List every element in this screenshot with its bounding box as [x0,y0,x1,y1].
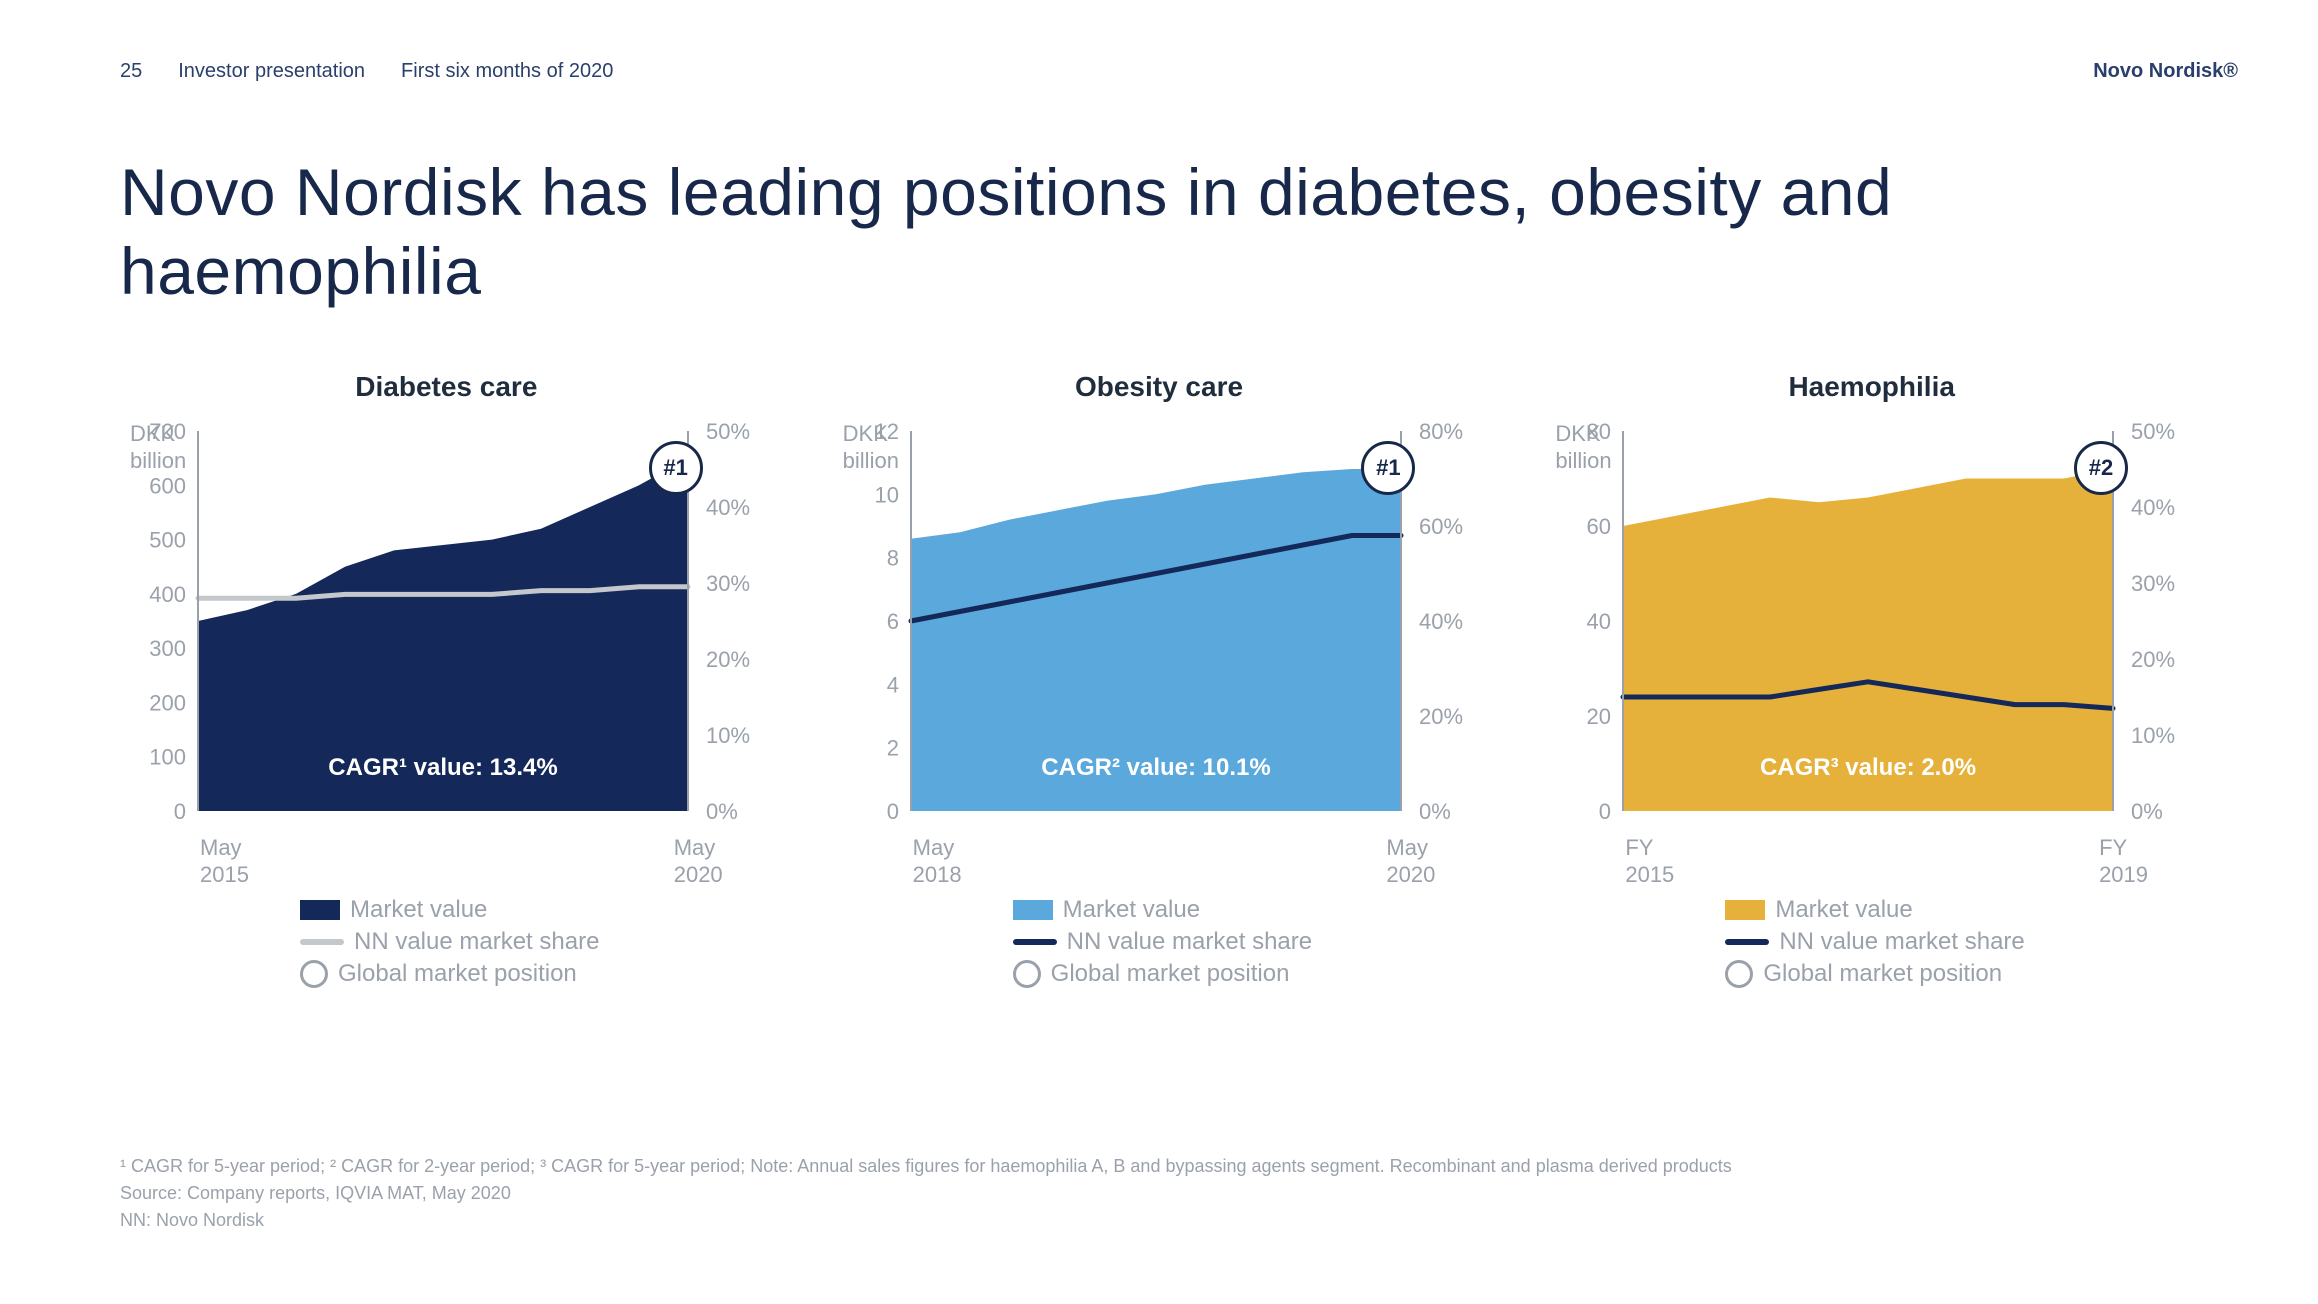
svg-text:10: 10 [874,483,898,508]
legend: Market value NN value market share Globa… [1545,896,2198,988]
svg-text:100: 100 [149,745,186,770]
doc-type: Investor presentation [178,60,365,83]
svg-text:20%: 20% [1419,704,1463,729]
svg-text:0: 0 [174,799,186,824]
x-axis-labels: May 2015 May 2020 [120,835,773,888]
swatch-area-icon [300,900,340,920]
svg-text:50%: 50% [706,419,750,444]
svg-text:0%: 0% [2131,799,2163,824]
svg-text:8: 8 [886,546,898,571]
svg-text:0: 0 [1599,799,1611,824]
svg-text:30%: 30% [706,571,750,596]
footnotes: ¹ CAGR for 5-year period; ² CAGR for 2-y… [120,1153,1732,1234]
svg-text:40%: 40% [706,495,750,520]
y-axis-unit: DKK billion [843,421,899,474]
chart-title: Obesity care [833,371,1486,403]
footnote-line: Source: Company reports, IQVIA MAT, May … [120,1180,1732,1207]
svg-text:2: 2 [886,736,898,761]
period: First six months of 2020 [401,60,613,83]
swatch-circle-icon [1725,960,1753,988]
chart-haemophilia: Haemophilia DKK billion 0204060800%10%20… [1545,371,2198,988]
swatch-line-icon [1013,939,1057,945]
svg-text:10%: 10% [706,723,750,748]
swatch-circle-icon [300,960,328,988]
svg-text:40%: 40% [1419,609,1463,634]
svg-text:10%: 10% [2131,723,2175,748]
company-name: Novo Nordisk® [2093,60,2238,83]
svg-text:50%: 50% [2131,419,2175,444]
chart-obesity: Obesity care DKK billion 0246810120%20%4… [833,371,1486,988]
svg-text:40: 40 [1587,609,1611,634]
y-axis-unit: DKK billion [130,421,186,474]
x-axis-labels: FY 2015 FY 2019 [1545,835,2198,888]
svg-text:300: 300 [149,637,186,662]
swatch-area-icon [1013,900,1053,920]
svg-text:6: 6 [886,609,898,634]
svg-text:CAGR² value: 10.1%: CAGR² value: 10.1% [1041,754,1270,781]
rank-badge: #1 [649,441,703,495]
page-number: 25 [120,60,142,83]
footnote-line: NN: Novo Nordisk [120,1207,1732,1234]
x-axis-labels: May 2018 May 2020 [833,835,1486,888]
swatch-line-icon [1725,939,1769,945]
legend: Market value NN value market share Globa… [120,896,773,988]
chart-title: Haemophilia [1545,371,2198,403]
svg-text:400: 400 [149,582,186,607]
swatch-area-icon [1725,900,1765,920]
svg-text:20: 20 [1587,704,1611,729]
footnote-line: ¹ CAGR for 5-year period; ² CAGR for 2-y… [120,1153,1732,1180]
svg-text:0%: 0% [706,799,738,824]
svg-text:20%: 20% [2131,647,2175,672]
svg-text:4: 4 [886,673,898,698]
charts-row: Diabetes care DKK billion 01002003004005… [120,371,2198,988]
svg-text:60%: 60% [1419,514,1463,539]
svg-text:20%: 20% [706,647,750,672]
swatch-circle-icon [1013,960,1041,988]
swatch-line-icon [300,939,344,945]
svg-text:0: 0 [886,799,898,824]
legend: Market value NN value market share Globa… [833,896,1486,988]
svg-text:0%: 0% [1419,799,1451,824]
svg-text:60: 60 [1587,514,1611,539]
svg-text:600: 600 [149,474,186,499]
svg-text:CAGR¹ value: 13.4%: CAGR¹ value: 13.4% [328,754,557,781]
svg-text:80%: 80% [1419,419,1463,444]
slide-header: 25 Investor presentation First six month… [120,60,2198,83]
svg-text:40%: 40% [2131,495,2175,520]
svg-text:30%: 30% [2131,571,2175,596]
rank-badge: #2 [2074,441,2128,495]
svg-text:500: 500 [149,528,186,553]
svg-text:200: 200 [149,691,186,716]
slide-title: Novo Nordisk has leading positions in di… [120,153,2198,311]
svg-text:CAGR³ value: 2.0%: CAGR³ value: 2.0% [1760,754,1976,781]
slide: 25 Investor presentation First six month… [0,0,2318,1304]
chart-diabetes: Diabetes care DKK billion 0 100 200 300 400 5… [120,371,773,988]
y-axis-unit: DKK billion [1555,421,1611,474]
chart-title: Diabetes care [120,371,773,403]
